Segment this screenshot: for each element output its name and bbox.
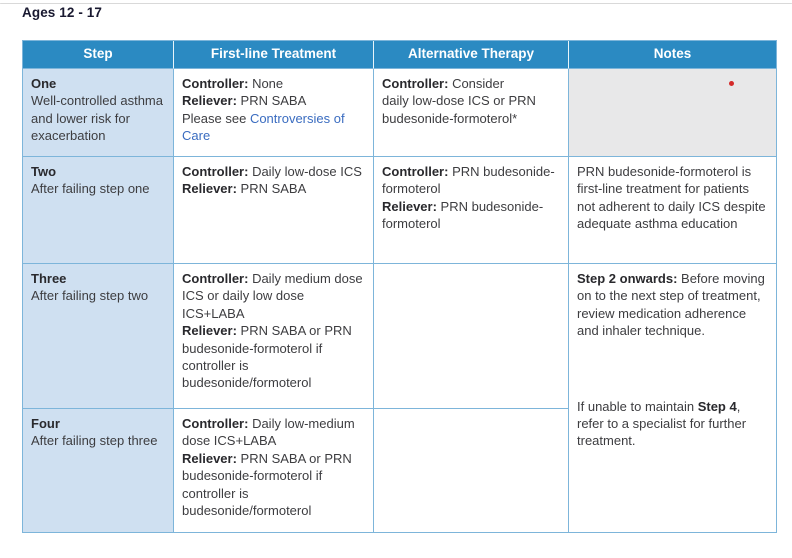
asthma-steps-table: Step First-line Treatment Alternative Th… [22, 40, 777, 533]
first-line-cell-four: Controller: Daily low-medium dose ICS+LA… [174, 409, 374, 532]
first-line-cell-two: Controller: Daily low-dose ICS Reliever: … [174, 157, 374, 264]
step-name: One [31, 76, 57, 91]
col-header-alternative-therapy: Alternative Therapy [374, 41, 569, 69]
alternative-cell-four [374, 409, 569, 532]
text-segment: PRN SABA or PRN budesonide-formoterol if… [182, 450, 352, 519]
text-segment: PRN SABA [236, 93, 307, 109]
text-segment: PRN budesonide-formoterol [382, 198, 544, 232]
step-desc: After failing step three [31, 433, 158, 449]
step-name: Two [31, 164, 57, 179]
text-segment: Daily low-medium dose ICS+LABA [182, 416, 355, 449]
bold-label: Controller: [182, 76, 249, 91]
page-top-divider [0, 3, 792, 4]
text-segment: Daily medium dose ICS or daily low dose … [182, 271, 363, 321]
step-name: Four [31, 416, 60, 431]
table-row-step-one: One Well-controlled asthma and lower ris… [23, 69, 776, 157]
alternative-cell-three [374, 264, 569, 409]
bold-label: Controller: [182, 416, 249, 431]
col-header-step: Step [23, 41, 174, 69]
step-name: Three [31, 271, 67, 286]
bold-label: Reliever: [382, 198, 437, 214]
step-cell-one: One Well-controlled asthma and lower ris… [23, 69, 174, 157]
step-desc: After failing step one [31, 181, 150, 197]
bold-label: Step 4 [697, 398, 737, 414]
first-line-cell-one: Controller: None Reliever: PRN SABA Please… [174, 69, 374, 157]
text-segment: Consider [448, 76, 505, 91]
page-title: Ages 12 - 17 [22, 5, 102, 20]
text-segment: If unable to maintain [577, 398, 698, 414]
bold-label: Controller: [182, 164, 249, 179]
first-line-cell-three: Controller: Daily medium dose ICS or dai… [174, 264, 374, 409]
notes-cell-three-four: Step 2 onwards: Before moving on to the … [569, 264, 776, 532]
text-segment: , refer to a specialist for further trea… [577, 398, 747, 449]
bold-label: Controller: [382, 76, 449, 91]
notes-cell-two: PRN budesonide-formoterol is first-line … [569, 157, 776, 264]
text-segment: None [248, 76, 284, 91]
table-row-step-three: Three After failing step two Controller:… [23, 264, 776, 532]
bold-label: Reliever: [182, 93, 237, 109]
col-header-first-line-treatment: First-line Treatment [174, 41, 374, 69]
table-header-row: Step First-line Treatment Alternative Th… [23, 41, 776, 69]
text-segment: Daily low-dose ICS [248, 164, 362, 179]
text-segment: Please see [182, 110, 250, 126]
bold-label: Step 2 onwards: [577, 271, 678, 286]
text-segment: PRN SABA or PRN budesonide-formoterol if… [182, 323, 352, 391]
bold-label: Reliever: [182, 323, 237, 339]
bold-label: Reliever: [182, 450, 237, 466]
notes-step4-referral: If unable to maintain Step 4, refer to a… [577, 398, 768, 450]
step-desc: Well-controlled asthma and lower risk fo… [31, 93, 163, 144]
step-cell-two: Two After failing step one [23, 157, 174, 264]
alternative-cell-one: Controller: Consider daily low-dose ICS o… [374, 69, 569, 157]
bold-label: Controller: [182, 271, 249, 286]
alternative-cell-two: Controller: PRN budesonide-formoterol Rel… [374, 157, 569, 264]
bold-label: Reliever: [182, 181, 237, 197]
step-cell-four: Four After failing step three [23, 409, 174, 532]
text-segment: PRN budesonide-formoterol [382, 164, 555, 197]
notes-step2-onwards: Step 2 onwards: Before moving on to the … [577, 270, 768, 340]
text-segment: Before moving on to the next step of tre… [577, 271, 765, 339]
text-segment: PRN SABA [236, 181, 307, 197]
table-row-step-four: Four After failing step three Controller… [23, 409, 776, 532]
table-row-step-two: Two After failing step one Controller: D… [23, 157, 776, 264]
bold-label: Controller: [382, 164, 449, 179]
text-segment: daily low-dose ICS or PRN budesonide-for… [382, 93, 536, 126]
red-dot-marker [729, 81, 734, 86]
controversies-of-care-link[interactable]: Controversies of Care [182, 110, 345, 144]
notes-cell-one [569, 69, 776, 157]
step-cell-three: Three After failing step two [23, 264, 174, 409]
col-header-notes: Notes [569, 41, 776, 69]
step-desc: After failing step two [31, 288, 149, 304]
